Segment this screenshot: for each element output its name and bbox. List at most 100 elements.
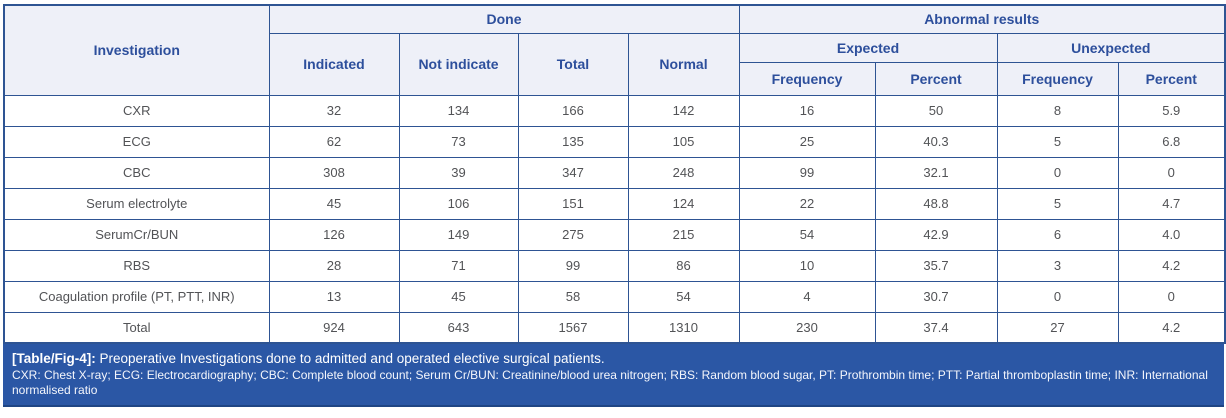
cell-not-indicate: 73: [398, 125, 519, 158]
row-label: ECG: [3, 125, 270, 158]
cell-unexpected-percent: 0: [1117, 280, 1226, 313]
table-row: ECG 62 73 135 105 25 40.3 5 6.8: [3, 125, 1226, 158]
table-row-total: Total 924 643 1567 1310 230 37.4 27 4.2: [3, 311, 1226, 344]
cell-unexpected-frequency: 6: [996, 218, 1119, 251]
cell-indicated: 32: [268, 94, 400, 127]
row-label: CBC: [3, 156, 270, 189]
cell-unexpected-percent: 6.8: [1117, 125, 1226, 158]
cell-not-indicate: 45: [398, 280, 519, 313]
cell-expected-frequency: 10: [738, 249, 876, 282]
table-row: RBS 28 71 99 86 10 35.7 3 4.2: [3, 249, 1226, 282]
cell-normal: 1310: [627, 311, 740, 344]
cell-unexpected-percent: 4.2: [1117, 249, 1226, 282]
figure-tag: [Table/Fig-4]:: [12, 351, 96, 366]
table-row: CBC 308 39 347 248 99 32.1 0 0: [3, 156, 1226, 189]
column-group-expected: Expected: [738, 32, 998, 63]
column-header-indicated: Indicated: [268, 32, 400, 96]
cell-unexpected-frequency: 0: [996, 156, 1119, 189]
column-header-normal: Normal: [627, 32, 740, 96]
table-row: Coagulation profile (PT, PTT, INR) 13 45…: [3, 280, 1226, 313]
row-label: Coagulation profile (PT, PTT, INR): [3, 280, 270, 313]
cell-not-indicate: 643: [398, 311, 519, 344]
cell-normal: 54: [627, 280, 740, 313]
column-header-unexpected-frequency: Frequency: [996, 61, 1119, 96]
cell-unexpected-frequency: 0: [996, 280, 1119, 313]
abbreviations-text: CXR: Chest X-ray; ECG: Electrocardiograp…: [12, 368, 1208, 397]
cell-normal: 215: [627, 218, 740, 251]
cell-unexpected-percent: 5.9: [1117, 94, 1226, 127]
row-label: Serum electrolyte: [3, 187, 270, 220]
cell-expected-percent: 30.7: [874, 280, 998, 313]
caption-line: [Table/Fig-4]: Preoperative Investigatio…: [12, 350, 1215, 367]
cell-expected-frequency: 99: [738, 156, 876, 189]
cell-not-indicate: 39: [398, 156, 519, 189]
cell-indicated: 308: [268, 156, 400, 189]
cell-unexpected-percent: 0: [1117, 156, 1226, 189]
cell-normal: 142: [627, 94, 740, 127]
cell-normal: 124: [627, 187, 740, 220]
table-figure: Investigation Done Abnormal results Indi…: [3, 4, 1226, 407]
cell-normal: 86: [627, 249, 740, 282]
cell-expected-percent: 40.3: [874, 125, 998, 158]
cell-expected-frequency: 54: [738, 218, 876, 251]
cell-expected-frequency: 4: [738, 280, 876, 313]
table-row: CXR 32 134 166 142 16 50 8 5.9: [3, 94, 1226, 127]
cell-not-indicate: 71: [398, 249, 519, 282]
cell-indicated: 924: [268, 311, 400, 344]
cell-expected-frequency: 230: [738, 311, 876, 344]
column-header-investigation: Investigation: [3, 4, 270, 96]
cell-expected-percent: 37.4: [874, 311, 998, 344]
cell-expected-percent: 50: [874, 94, 998, 127]
cell-unexpected-frequency: 3: [996, 249, 1119, 282]
cell-expected-frequency: 16: [738, 94, 876, 127]
cell-not-indicate: 149: [398, 218, 519, 251]
cell-indicated: 45: [268, 187, 400, 220]
cell-indicated: 62: [268, 125, 400, 158]
cell-unexpected-percent: 4.7: [1117, 187, 1226, 220]
row-label: CXR: [3, 94, 270, 127]
cell-normal: 105: [627, 125, 740, 158]
table-row: SerumCr/BUN 126 149 275 215 54 42.9 6 4.…: [3, 218, 1226, 251]
cell-total: 166: [517, 94, 629, 127]
cell-expected-percent: 35.7: [874, 249, 998, 282]
row-label: RBS: [3, 249, 270, 282]
cell-expected-frequency: 25: [738, 125, 876, 158]
cell-unexpected-percent: 4.0: [1117, 218, 1226, 251]
cell-indicated: 126: [268, 218, 400, 251]
column-group-done: Done: [268, 4, 740, 34]
cell-unexpected-frequency: 8: [996, 94, 1119, 127]
cell-total: 1567: [517, 311, 629, 344]
row-label: Total: [3, 311, 270, 344]
preoperative-investigations-table: Investigation Done Abnormal results Indi…: [3, 4, 1226, 344]
cell-not-indicate: 134: [398, 94, 519, 127]
caption-text: Preoperative Investigations done to admi…: [99, 351, 605, 366]
cell-indicated: 28: [268, 249, 400, 282]
cell-expected-percent: 32.1: [874, 156, 998, 189]
cell-total: 347: [517, 156, 629, 189]
column-header-unexpected-percent: Percent: [1117, 61, 1226, 96]
column-header-expected-percent: Percent: [874, 61, 998, 96]
cell-total: 275: [517, 218, 629, 251]
column-header-total: Total: [517, 32, 629, 96]
cell-expected-frequency: 22: [738, 187, 876, 220]
cell-total: 58: [517, 280, 629, 313]
cell-unexpected-frequency: 5: [996, 125, 1119, 158]
cell-total: 135: [517, 125, 629, 158]
column-header-not-indicate: Not indicate: [398, 32, 519, 96]
cell-expected-percent: 42.9: [874, 218, 998, 251]
row-label: SerumCr/BUN: [3, 218, 270, 251]
table-caption-box: [Table/Fig-4]: Preoperative Investigatio…: [3, 344, 1224, 407]
cell-unexpected-frequency: 5: [996, 187, 1119, 220]
cell-total: 151: [517, 187, 629, 220]
column-group-abnormal-results: Abnormal results: [738, 4, 1226, 34]
cell-normal: 248: [627, 156, 740, 189]
cell-expected-percent: 48.8: [874, 187, 998, 220]
cell-unexpected-percent: 4.2: [1117, 311, 1226, 344]
column-header-expected-frequency: Frequency: [738, 61, 876, 96]
column-group-unexpected: Unexpected: [996, 32, 1226, 63]
cell-total: 99: [517, 249, 629, 282]
cell-unexpected-frequency: 27: [996, 311, 1119, 344]
cell-not-indicate: 106: [398, 187, 519, 220]
cell-indicated: 13: [268, 280, 400, 313]
table-row: Serum electrolyte 45 106 151 124 22 48.8…: [3, 187, 1226, 220]
